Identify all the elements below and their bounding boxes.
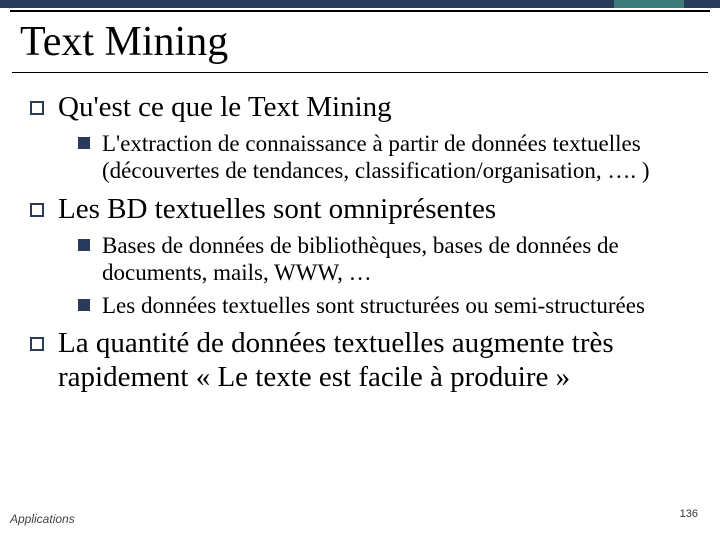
- square-open-bullet-icon: [30, 101, 44, 115]
- square-fill-bullet-icon: [78, 239, 90, 251]
- top-bar-accent: [614, 0, 684, 8]
- bullet-2-sub-2: Les données textuelles sont structurées …: [78, 292, 700, 319]
- bullet-2-text: Les BD textuelles sont omniprésentes: [58, 193, 496, 226]
- bullet-1-text: Qu'est ce que le Text Mining: [58, 91, 392, 124]
- slide: Text Mining Qu'est ce que le Text Mining…: [0, 0, 720, 540]
- bullet-2-sub-1: Bases de données de bibliothèques, bases…: [78, 232, 700, 286]
- bullet-3-text: La quantité de données textuelles augmen…: [58, 327, 700, 394]
- square-open-bullet-icon: [30, 203, 44, 217]
- square-fill-bullet-icon: [78, 299, 90, 311]
- bullet-2-sub-2-text: Les données textuelles sont structurées …: [102, 292, 645, 319]
- top-bar: [0, 0, 720, 8]
- bullet-1: Qu'est ce que le Text Mining: [30, 91, 700, 124]
- footer-label: Applications: [10, 512, 75, 526]
- bullet-3: La quantité de données textuelles augmen…: [30, 327, 700, 394]
- bullet-2-sub-1-text: Bases de données de bibliothèques, bases…: [102, 232, 700, 286]
- bullet-1-sub-1: L'extraction de connaissance à partir de…: [78, 130, 700, 184]
- slide-title: Text Mining: [0, 12, 720, 68]
- content-area: Qu'est ce que le Text Mining L'extractio…: [0, 73, 720, 394]
- bullet-2: Les BD textuelles sont omniprésentes: [30, 193, 700, 226]
- square-fill-bullet-icon: [78, 137, 90, 149]
- page-number: 136: [680, 508, 698, 520]
- bullet-1-sub-1-text: L'extraction de connaissance à partir de…: [102, 130, 700, 184]
- square-open-bullet-icon: [30, 337, 44, 351]
